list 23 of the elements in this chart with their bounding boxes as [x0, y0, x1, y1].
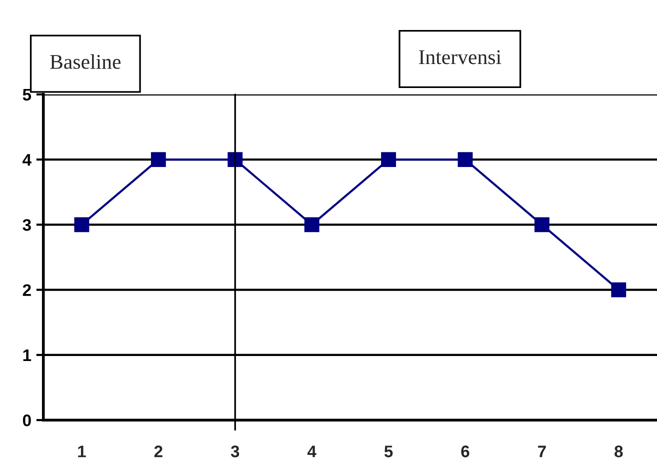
x-tick-label: 6	[461, 446, 470, 458]
x-tick-label: 1	[78, 446, 86, 458]
point	[74, 217, 90, 232]
point	[304, 217, 320, 232]
x-tick-label: 3	[230, 446, 240, 458]
x-tick-label: 4	[307, 446, 316, 458]
x-tick-label: 7	[538, 446, 546, 458]
point	[534, 217, 550, 232]
x-tick-label: 8	[614, 446, 623, 458]
y-tick-label: 4	[22, 154, 32, 166]
y-tick-label: 3	[22, 219, 31, 231]
x-tick-label: 2	[154, 446, 162, 458]
point	[611, 282, 626, 298]
y-tick-label: 5	[22, 88, 32, 101]
y-tick-label: 2	[22, 284, 31, 296]
point	[150, 152, 166, 167]
y-tick-label: 1	[23, 350, 32, 361]
x-tick-label: 5	[384, 446, 393, 458]
point	[458, 152, 473, 167]
text: Intervensi	[419, 50, 502, 64]
point	[381, 152, 396, 167]
text: Baseline	[50, 54, 121, 69]
y-tick-label: 0	[22, 414, 31, 426]
